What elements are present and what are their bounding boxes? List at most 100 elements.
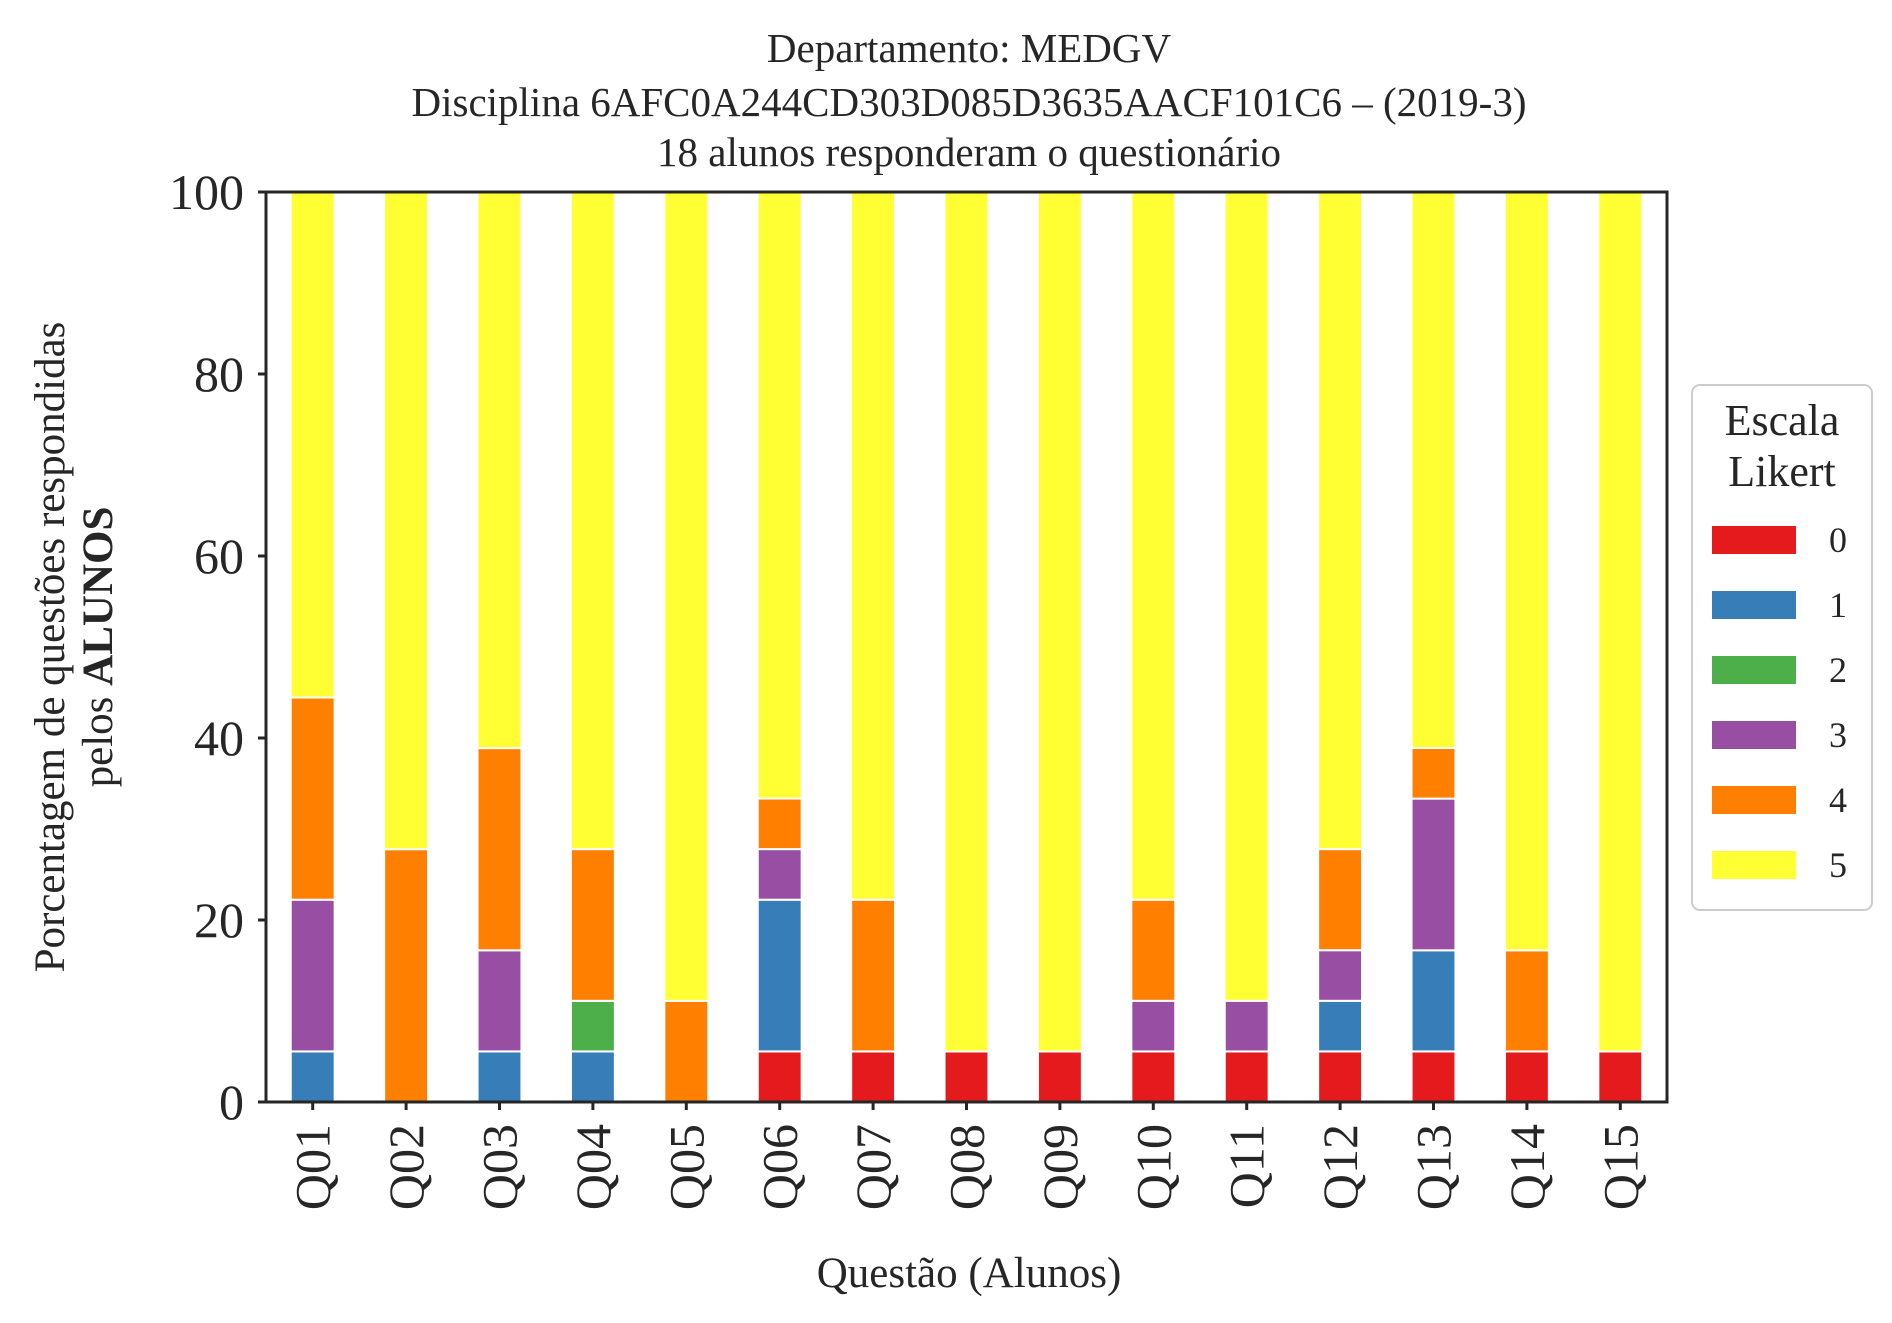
legend-label-5: 5 xyxy=(1829,845,1847,885)
legend-label-2: 2 xyxy=(1829,650,1847,690)
bar-segment-q09-likert-0 xyxy=(1036,1050,1083,1104)
bar-segment-q04-likert-1 xyxy=(569,1050,616,1104)
bar-segment-q09-likert-5 xyxy=(1036,191,1083,1053)
legend-items: 0 1 2 3 4 5 xyxy=(1712,520,1847,885)
x-axis-label: Questão (Alunos) xyxy=(817,1250,1122,1297)
bars-group xyxy=(289,190,1644,1104)
title-line-2: Disciplina 6AFC0A244CD303D085D3635AACF10… xyxy=(412,79,1527,125)
bar-segment-q04-likert-5 xyxy=(569,190,616,851)
x-tick-label-q07: Q07 xyxy=(845,1124,901,1210)
y-axis-label-bold: ALUNOS xyxy=(75,507,122,686)
x-tick-label-q04: Q04 xyxy=(565,1124,621,1210)
bar-segment-q11-likert-5 xyxy=(1223,190,1270,1002)
legend: Escala Likert 0 1 2 3 4 5 xyxy=(1691,384,1873,911)
bar-segment-q06-likert-5 xyxy=(756,190,803,800)
bar-segment-q01-likert-5 xyxy=(289,190,336,699)
bar-segment-q13-likert-0 xyxy=(1410,1050,1457,1104)
x-tick-label-q15: Q15 xyxy=(1592,1124,1648,1210)
x-tick-label-q06: Q06 xyxy=(752,1124,808,1210)
legend-label-1: 1 xyxy=(1829,585,1847,625)
bar-segment-q01-likert-4 xyxy=(289,696,336,901)
bar-segment-q03-likert-1 xyxy=(476,1050,523,1104)
bar-segment-q10-likert-5 xyxy=(1130,190,1177,901)
y-tick-label: 80 xyxy=(194,346,244,402)
bar-segment-q11-likert-0 xyxy=(1223,1050,1270,1104)
bar-segment-q06-likert-3 xyxy=(756,848,803,901)
bar-segment-q05-likert-4 xyxy=(663,999,710,1104)
legend-title-line-2: Likert xyxy=(1728,447,1836,496)
x-tick-label-q14: Q14 xyxy=(1499,1124,1555,1210)
y-tick-label: 60 xyxy=(194,528,244,584)
legend-box xyxy=(1691,384,1873,911)
legend-swatch-2 xyxy=(1712,656,1796,684)
bar-segment-q10-likert-4 xyxy=(1130,898,1177,1002)
y-axis-ticks: 0 20 40 60 80 100 xyxy=(169,164,266,1130)
bar-segment-q11-likert-3 xyxy=(1223,999,1270,1053)
title-line-3: 18 alunos responderam o questionário xyxy=(657,129,1281,175)
bar-segment-q12-likert-5 xyxy=(1317,190,1364,851)
legend-swatch-1 xyxy=(1712,591,1796,619)
legend-swatch-3 xyxy=(1712,721,1796,749)
bar-segment-q01-likert-3 xyxy=(289,898,336,1053)
bar-segment-q13-likert-3 xyxy=(1410,797,1457,952)
bar-segment-q08-likert-0 xyxy=(943,1050,990,1104)
bar-segment-q03-likert-5 xyxy=(476,191,523,750)
bar-segment-q08-likert-5 xyxy=(943,191,990,1053)
bar-segment-q14-likert-5 xyxy=(1503,191,1550,952)
bar-segment-q12-likert-0 xyxy=(1317,1050,1364,1104)
bar-segment-q10-likert-0 xyxy=(1130,1050,1177,1104)
legend-label-0: 0 xyxy=(1829,520,1847,560)
bar-segment-q01-likert-1 xyxy=(289,1050,336,1104)
y-tick-label: 0 xyxy=(219,1074,244,1130)
x-axis-ticks: Q01 Q02 Q03 Q04 Q05 Q06 Q07 Q08 Q09 Q10 Q11 Q12 Q13 Q… xyxy=(285,1102,1648,1210)
bar-segment-q06-likert-4 xyxy=(756,797,803,851)
y-tick-label: 20 xyxy=(194,892,244,948)
bar-segment-q02-likert-5 xyxy=(383,191,430,851)
bar-segment-q10-likert-3 xyxy=(1130,999,1177,1053)
bar-segment-q13-likert-1 xyxy=(1410,949,1457,1053)
bar-segment-q14-likert-0 xyxy=(1503,1050,1550,1104)
bar-segment-q12-likert-1 xyxy=(1317,999,1364,1053)
bar-segment-q05-likert-5 xyxy=(663,191,710,1002)
bar-segment-q13-likert-4 xyxy=(1410,747,1457,800)
x-tick-label-q03: Q03 xyxy=(472,1124,528,1210)
legend-label-3: 3 xyxy=(1829,715,1847,755)
y-axis-label-prefix: pelos xyxy=(75,686,122,788)
bar-segment-q04-likert-4 xyxy=(569,848,616,1002)
x-tick-label-q13: Q13 xyxy=(1406,1124,1462,1210)
bar-segment-q03-likert-4 xyxy=(476,747,523,952)
y-axis-label-line-2: pelos ALUNOS xyxy=(75,507,122,788)
x-tick-label-q11: Q11 xyxy=(1219,1124,1275,1208)
x-tick-label-q08: Q08 xyxy=(939,1124,995,1210)
bar-segment-q13-likert-5 xyxy=(1410,190,1457,750)
title-line-1: Departamento: MEDGV xyxy=(767,25,1172,71)
x-tick-label-q01: Q01 xyxy=(285,1124,341,1210)
bar-segment-q06-likert-0 xyxy=(756,1050,803,1104)
bar-segment-q07-likert-4 xyxy=(850,898,897,1053)
legend-swatch-4 xyxy=(1712,786,1796,814)
bar-segment-q12-likert-4 xyxy=(1317,848,1364,952)
x-tick-label-q09: Q09 xyxy=(1032,1124,1088,1210)
x-tick-label-q10: Q10 xyxy=(1125,1124,1181,1210)
y-axis-label: Porcentagem de questões respondidas pelo… xyxy=(27,322,122,973)
bar-segment-q06-likert-1 xyxy=(756,898,803,1053)
y-axis-label-line-1: Porcentagem de questões respondidas xyxy=(27,322,74,973)
y-tick-label: 40 xyxy=(194,710,244,766)
bar-segment-q15-likert-5 xyxy=(1597,191,1644,1053)
bar-segment-q02-likert-4 xyxy=(383,848,430,1104)
legend-label-4: 4 xyxy=(1829,780,1847,820)
bar-segment-q14-likert-4 xyxy=(1503,949,1550,1053)
legend-title-line-1: Escala xyxy=(1725,396,1840,445)
legend-swatch-5 xyxy=(1712,851,1796,879)
x-tick-label-q05: Q05 xyxy=(658,1124,714,1210)
bar-segment-q07-likert-5 xyxy=(850,190,897,901)
bar-segment-q07-likert-0 xyxy=(850,1050,897,1104)
y-tick-label: 100 xyxy=(169,164,244,220)
legend-swatch-0 xyxy=(1712,526,1796,554)
bar-segment-q12-likert-3 xyxy=(1317,949,1364,1002)
x-tick-label-q02: Q02 xyxy=(378,1124,434,1210)
x-tick-label-q12: Q12 xyxy=(1312,1124,1368,1210)
bar-segment-q03-likert-3 xyxy=(476,949,523,1053)
bar-segment-q04-likert-2 xyxy=(569,999,616,1053)
